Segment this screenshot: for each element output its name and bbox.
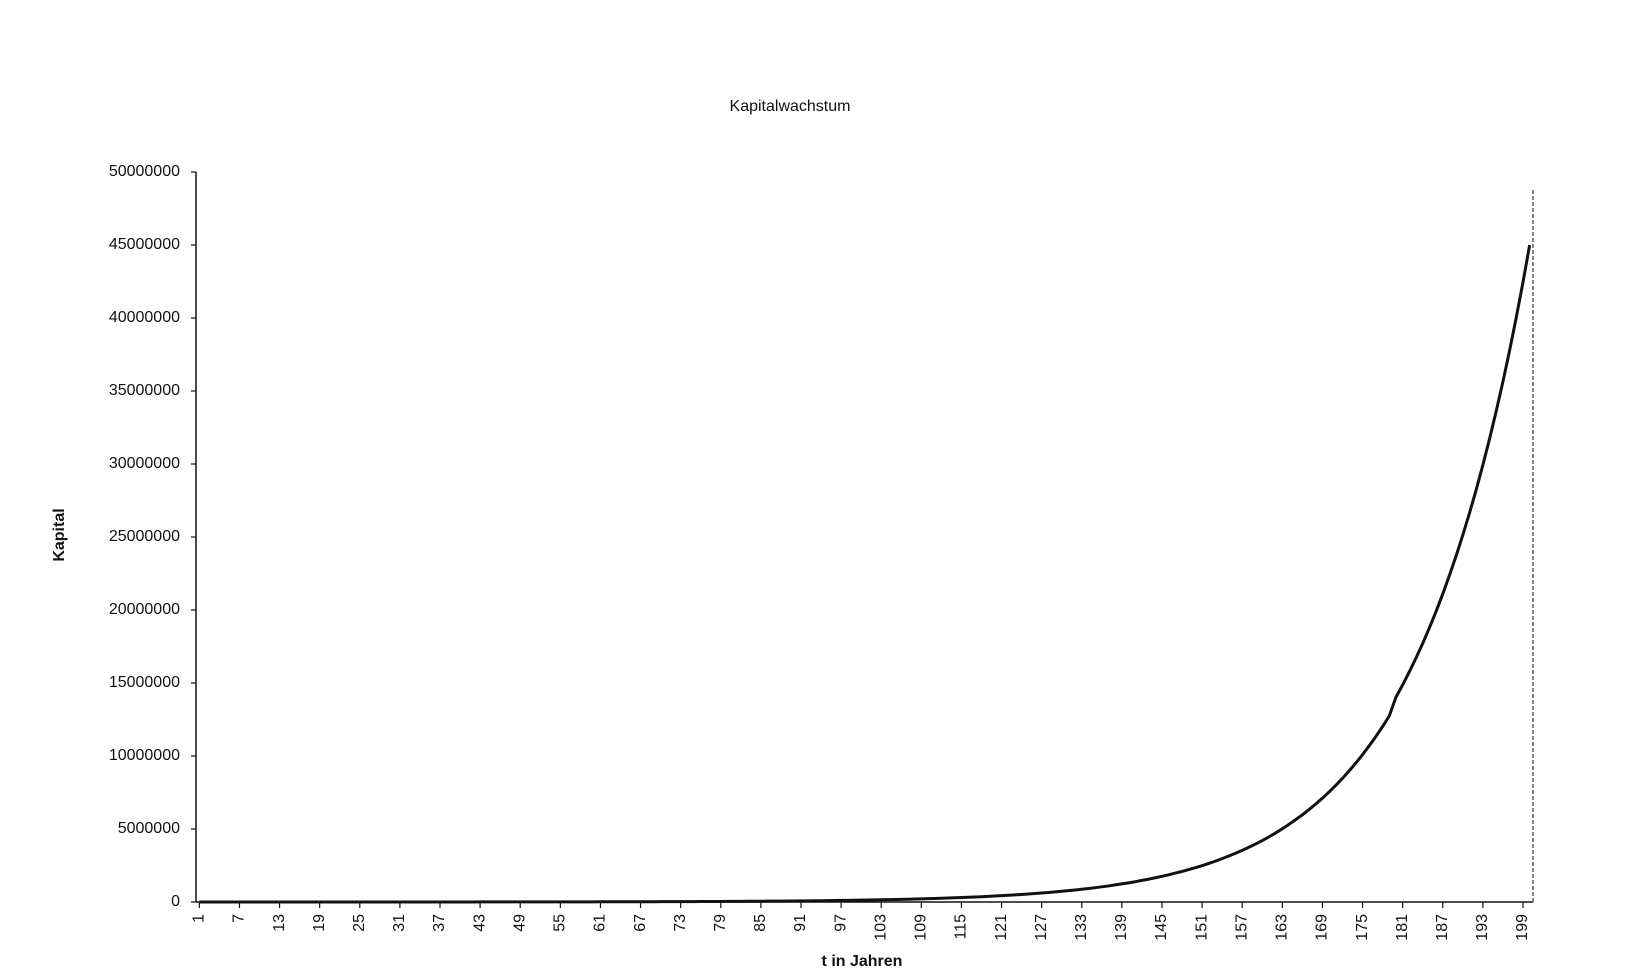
x-tick-label: 67 xyxy=(632,914,649,932)
x-tick-label: 145 xyxy=(1153,914,1170,941)
x-tick-label: 73 xyxy=(672,914,689,932)
x-tick-label: 103 xyxy=(872,914,889,941)
x-tick-label: 181 xyxy=(1394,914,1411,941)
x-tick-label: 31 xyxy=(391,914,408,932)
x-axis-title: t in Jahren xyxy=(822,953,903,970)
chart-title: Kapitalwachstum xyxy=(730,98,851,115)
x-tick-label: 25 xyxy=(351,914,368,932)
x-tick-label: 139 xyxy=(1113,914,1130,941)
y-tick-label: 0 xyxy=(171,893,180,910)
y-tick-label: 5000000 xyxy=(118,820,180,837)
y-axis-title: Kapital xyxy=(51,508,68,561)
x-tick-label: 61 xyxy=(592,914,609,932)
x-tick-label: 175 xyxy=(1354,914,1371,941)
x-tick-label: 193 xyxy=(1474,914,1491,941)
y-tick-label: 15000000 xyxy=(109,674,180,691)
x-tick-label: 91 xyxy=(792,914,809,932)
x-tick-label: 97 xyxy=(832,914,849,932)
x-tick-label: 169 xyxy=(1314,914,1331,941)
y-tick-label: 20000000 xyxy=(109,601,180,618)
x-tick-label: 151 xyxy=(1193,914,1210,941)
x-tick-label: 115 xyxy=(953,914,970,940)
x-tick-label: 37 xyxy=(431,914,448,932)
x-tick-label: 199 xyxy=(1514,914,1531,941)
x-tick-label: 85 xyxy=(752,914,769,932)
x-tick-label: 13 xyxy=(271,914,288,932)
x-tick-label: 109 xyxy=(913,914,930,941)
y-tick-label: 10000000 xyxy=(109,747,180,764)
x-tick-label: 19 xyxy=(311,914,328,932)
y-tick-label: 50000000 xyxy=(109,163,180,180)
x-tick-label: 79 xyxy=(712,914,729,932)
x-tick-label: 121 xyxy=(993,914,1010,941)
x-tick-label: 49 xyxy=(511,914,528,932)
x-tick-label: 43 xyxy=(471,914,488,932)
y-tick-label: 35000000 xyxy=(109,382,180,399)
y-tick-label: 25000000 xyxy=(109,528,180,545)
x-tick-label: 163 xyxy=(1274,914,1291,941)
x-tick-label: 133 xyxy=(1073,914,1090,941)
x-tick-label: 7 xyxy=(231,914,248,923)
y-tick-label: 30000000 xyxy=(109,455,180,472)
x-tick-label: 55 xyxy=(552,914,569,932)
data-line xyxy=(199,244,1532,904)
y-tick-label: 40000000 xyxy=(109,309,180,326)
y-tick-label: 45000000 xyxy=(109,236,180,253)
x-tick-label: 157 xyxy=(1233,914,1250,941)
x-tick-label: 1 xyxy=(191,914,208,923)
x-tick-label: 187 xyxy=(1434,914,1451,941)
x-tick-label: 127 xyxy=(1033,914,1050,941)
